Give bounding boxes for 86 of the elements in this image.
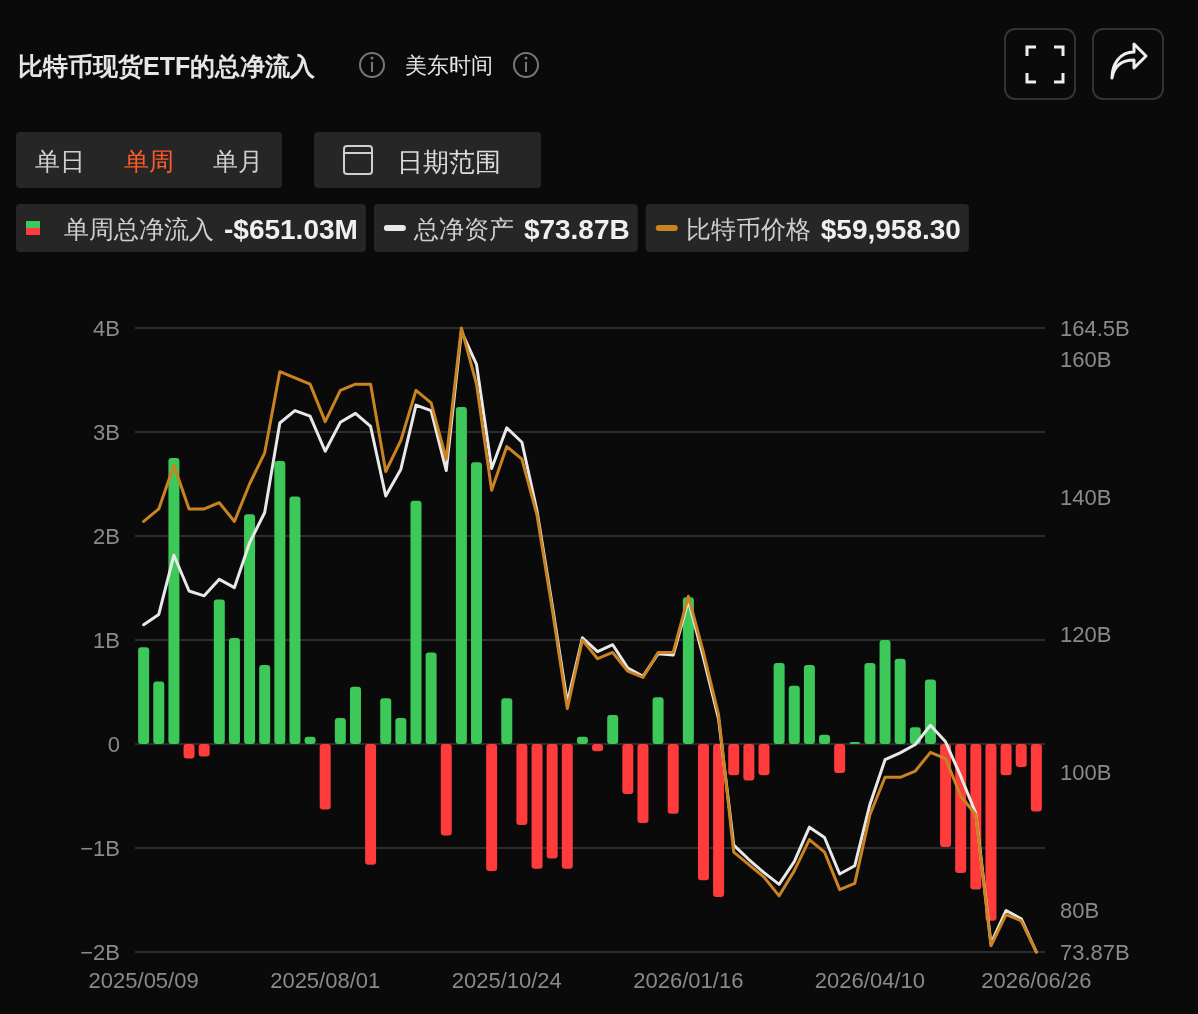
bar <box>819 734 831 744</box>
bar <box>728 744 740 776</box>
bar <box>940 744 952 847</box>
bar <box>395 718 407 744</box>
bar <box>455 407 467 744</box>
bar <box>652 697 664 744</box>
bar <box>637 744 649 824</box>
bar <box>788 685 800 744</box>
bar <box>198 744 210 757</box>
text: $73.87B <box>523 214 630 245</box>
y2-tick-label: 160B <box>1060 346 1112 372</box>
x-tick-label: 2025/05/09 <box>88 968 199 993</box>
bar <box>244 514 256 744</box>
bar <box>576 736 588 744</box>
bar <box>365 744 377 865</box>
bar <box>274 461 286 744</box>
bar <box>516 744 528 826</box>
bar <box>1000 744 1012 776</box>
bar <box>440 744 452 836</box>
legend-label: 比特币价格 <box>685 215 811 243</box>
bar <box>425 652 437 744</box>
bar <box>622 744 634 794</box>
y2-tick-label: 73.87B <box>1060 940 1130 965</box>
bar <box>834 744 846 774</box>
bar <box>471 462 483 744</box>
y-tick-label: −1B <box>80 836 120 861</box>
bar <box>153 681 165 744</box>
y2-tick-label: 164.5B <box>1060 316 1130 341</box>
y2-tick-label: 120B <box>1060 622 1112 648</box>
bar <box>319 744 331 810</box>
y-tick-label: 1B <box>93 628 120 653</box>
y-tick-label: 2B <box>93 524 120 549</box>
bar <box>879 640 891 744</box>
bar <box>486 744 498 871</box>
text: $59,958.30 <box>820 214 961 245</box>
bar <box>228 637 240 744</box>
y-tick-label: 4B <box>93 316 120 341</box>
text: -$651.03M <box>224 214 358 245</box>
bar <box>531 744 543 869</box>
bar <box>561 744 573 869</box>
bar <box>546 744 558 859</box>
x-tick-label: 2026/01/16 <box>633 968 744 993</box>
bar <box>213 599 225 744</box>
y-tick-label: 0 <box>107 732 120 757</box>
bar <box>924 679 936 744</box>
bar <box>667 744 679 814</box>
bar <box>138 647 150 744</box>
text: 单日 <box>35 147 85 175</box>
bar <box>743 744 755 781</box>
bar <box>259 664 271 744</box>
text: 单月 <box>213 147 263 175</box>
chart-title: 比特币现货ETF的总净流入 <box>18 52 317 80</box>
x-tick-label: 2025/10/24 <box>451 968 562 993</box>
bar <box>349 686 361 744</box>
y-tick-label: −2B <box>80 940 120 965</box>
bar <box>334 718 346 744</box>
text: 日期范围 <box>397 147 501 177</box>
x-tick-label: 2026/06/26 <box>981 968 1092 993</box>
legend-label: 单周总净流入 <box>64 215 214 243</box>
bar <box>773 662 785 744</box>
bar <box>1015 744 1027 767</box>
text: 单周 <box>124 147 174 175</box>
chart-subtitle: 美东时间 <box>405 53 493 78</box>
bar <box>592 744 604 752</box>
bar <box>289 496 301 744</box>
x-tick-label: 2026/04/10 <box>814 968 925 993</box>
bar <box>803 664 815 744</box>
y-tick-label: 3B <box>93 420 120 445</box>
bar <box>501 698 513 744</box>
bar <box>894 658 906 744</box>
bar <box>1030 744 1042 812</box>
y2-tick-label: 100B <box>1060 760 1112 786</box>
bar <box>985 744 997 921</box>
bar <box>410 500 422 744</box>
bar <box>168 458 180 744</box>
x-tick-label: 2025/08/01 <box>270 968 381 993</box>
bar <box>380 698 392 744</box>
legend-label: 总净资产 <box>412 215 514 243</box>
bar <box>758 744 770 776</box>
bar <box>183 744 195 759</box>
bar <box>713 744 725 897</box>
bar <box>864 662 876 744</box>
bar <box>697 744 709 881</box>
y2-tick-label: 80B <box>1060 897 1100 923</box>
bar <box>607 714 619 744</box>
y2-tick-label: 140B <box>1060 484 1112 510</box>
